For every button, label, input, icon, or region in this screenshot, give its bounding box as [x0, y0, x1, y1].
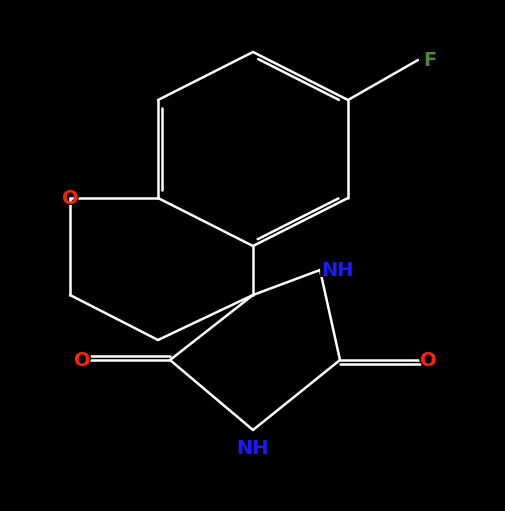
Text: O: O — [62, 189, 78, 207]
Text: O: O — [419, 351, 435, 369]
Text: F: F — [421, 48, 437, 72]
Text: O: O — [74, 351, 90, 369]
Text: F: F — [423, 51, 436, 69]
Text: NH: NH — [321, 261, 354, 280]
Text: NH: NH — [318, 258, 357, 282]
Text: NH: NH — [233, 436, 272, 460]
Text: NH: NH — [236, 438, 269, 457]
Text: O: O — [72, 348, 92, 372]
Text: O: O — [417, 348, 437, 372]
Text: O: O — [60, 186, 80, 210]
